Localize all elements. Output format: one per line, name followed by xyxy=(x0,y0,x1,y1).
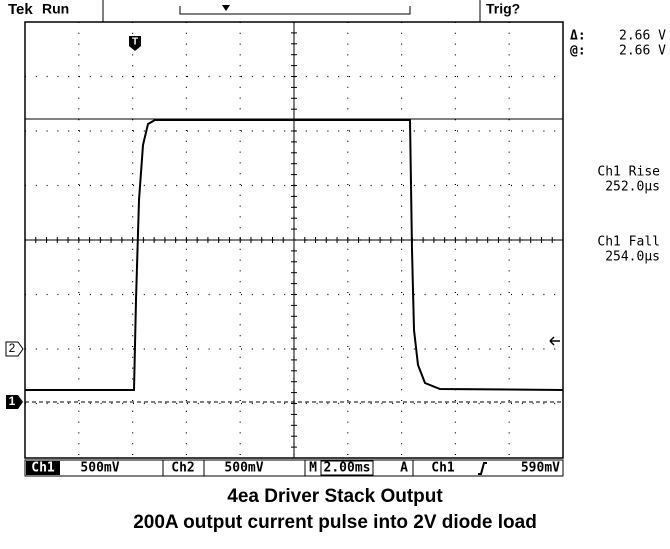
ch1-label: Ch1 xyxy=(31,461,55,476)
ch1-marker-label: 1 xyxy=(9,394,16,408)
trigger-marker xyxy=(129,36,141,51)
trigger-mode: A xyxy=(400,461,408,476)
graticule xyxy=(24,21,564,459)
edge-icon xyxy=(478,462,487,475)
waveform xyxy=(25,119,564,391)
caption-line-2: 200A output current pulse into 2V diode … xyxy=(133,512,537,533)
graticule-border xyxy=(24,21,564,459)
rise-value: 252.0µs xyxy=(605,180,660,195)
ch1-marker xyxy=(6,395,23,409)
caption-line-1: 4ea Driver Stack Output xyxy=(227,486,443,507)
ch2-marker xyxy=(5,341,24,357)
ch2-label: Ch2 xyxy=(171,461,194,476)
fall-value: 254.0µs xyxy=(605,250,660,265)
delta-label: Δ: xyxy=(570,29,586,44)
run-status: Run xyxy=(42,1,69,17)
rise-label: Ch1 Rise xyxy=(597,165,660,180)
trigger-status: Trig? xyxy=(486,1,520,17)
time-scale: 2.00ms xyxy=(324,461,371,476)
trigger-marker-label: T xyxy=(132,37,138,48)
ch2-scale: 500mV xyxy=(224,461,263,476)
ch2-marker-label: 2 xyxy=(9,341,16,355)
ch1-scale: 500mV xyxy=(80,461,119,476)
trigger-level-arrow xyxy=(549,336,560,346)
status-bar xyxy=(24,459,564,477)
fall-label: Ch1 Fall xyxy=(597,235,660,250)
at-value: 2.66 V xyxy=(619,44,666,59)
trigger-level: 590mV xyxy=(521,461,560,476)
delta-value: 2.66 V xyxy=(619,29,666,44)
trigger-icon xyxy=(222,5,230,11)
record-bracket xyxy=(179,6,411,15)
at-label: @: xyxy=(570,44,586,59)
brand: Tek xyxy=(8,1,33,18)
time-label: M xyxy=(309,461,317,476)
trigger-source: Ch1 xyxy=(431,461,455,476)
